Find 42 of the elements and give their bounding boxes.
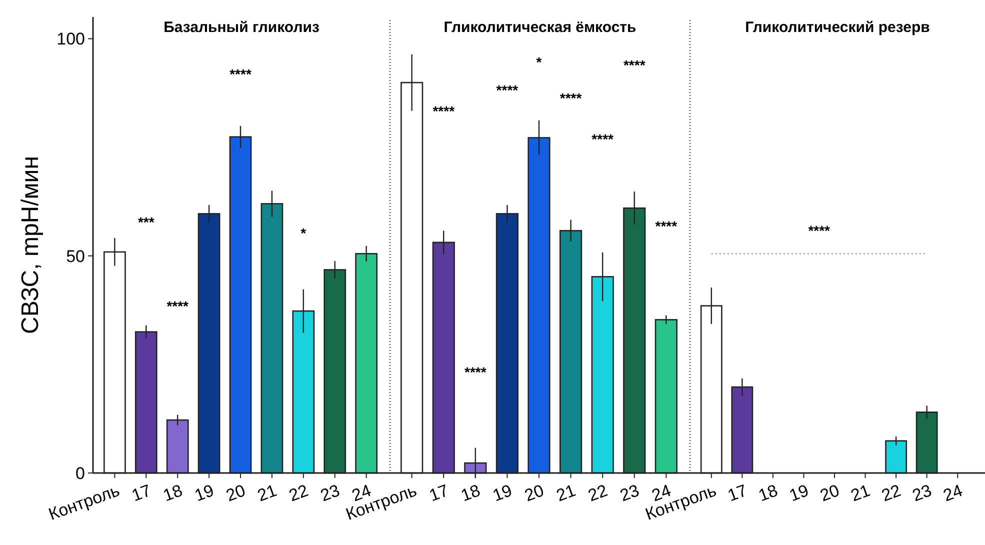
annotation: **** bbox=[496, 82, 519, 98]
chart-title: Базальный гликолиз bbox=[164, 19, 320, 36]
x-tick-label: 24 bbox=[940, 480, 965, 506]
x-tick-label: 20 bbox=[818, 480, 842, 506]
ref-line-label: **** bbox=[808, 222, 831, 239]
x-tick-label: 19 bbox=[490, 480, 515, 506]
annotation: **** bbox=[655, 218, 678, 234]
annotation: **** bbox=[432, 103, 456, 119]
x-tick-label: 22 bbox=[879, 480, 904, 506]
y-axis-title: СВЗС, mpH/мин bbox=[17, 156, 44, 334]
x-tick-label: 21 bbox=[255, 480, 280, 506]
x-tick-label: 23 bbox=[910, 480, 934, 506]
x-tick-label: 22 bbox=[286, 480, 311, 506]
annotation: * bbox=[300, 225, 307, 241]
x-tick-label: 18 bbox=[756, 480, 780, 506]
x-tick-label: 19 bbox=[192, 480, 216, 506]
x-tick-label: 21 bbox=[554, 480, 578, 506]
x-tick-label: 22 bbox=[586, 480, 610, 506]
annotation: **** bbox=[230, 66, 252, 82]
annotation: **** bbox=[592, 131, 614, 147]
y-tick-label: 100 bbox=[56, 30, 85, 49]
y-tick-label: 0 bbox=[76, 464, 85, 483]
x-tick-label: 23 bbox=[318, 480, 342, 506]
chart-title: Гликолитическая ёмкость bbox=[444, 19, 636, 36]
annotation: **** bbox=[560, 90, 582, 106]
x-tick-label: 18 bbox=[160, 480, 185, 506]
x-tick-label: 18 bbox=[458, 480, 483, 506]
annotation: **** bbox=[166, 298, 190, 314]
x-tick-label: 21 bbox=[848, 480, 873, 506]
annotation: **** bbox=[464, 364, 487, 380]
x-tick-label: 23 bbox=[617, 480, 642, 506]
x-tick-label: 20 bbox=[522, 480, 546, 506]
annotation: **** bbox=[623, 57, 646, 73]
x-tick-label: 17 bbox=[426, 480, 451, 506]
x-tick-label: 20 bbox=[224, 480, 248, 506]
x-tick-label: 17 bbox=[129, 480, 154, 506]
x-tick-label: 17 bbox=[725, 480, 750, 506]
chart-title: Гликолитический резерв bbox=[745, 19, 930, 36]
y-tick-label: 50 bbox=[66, 246, 85, 266]
annotation: *** bbox=[138, 214, 155, 230]
annotation: * bbox=[536, 54, 542, 70]
x-tick-label: 19 bbox=[786, 480, 812, 506]
